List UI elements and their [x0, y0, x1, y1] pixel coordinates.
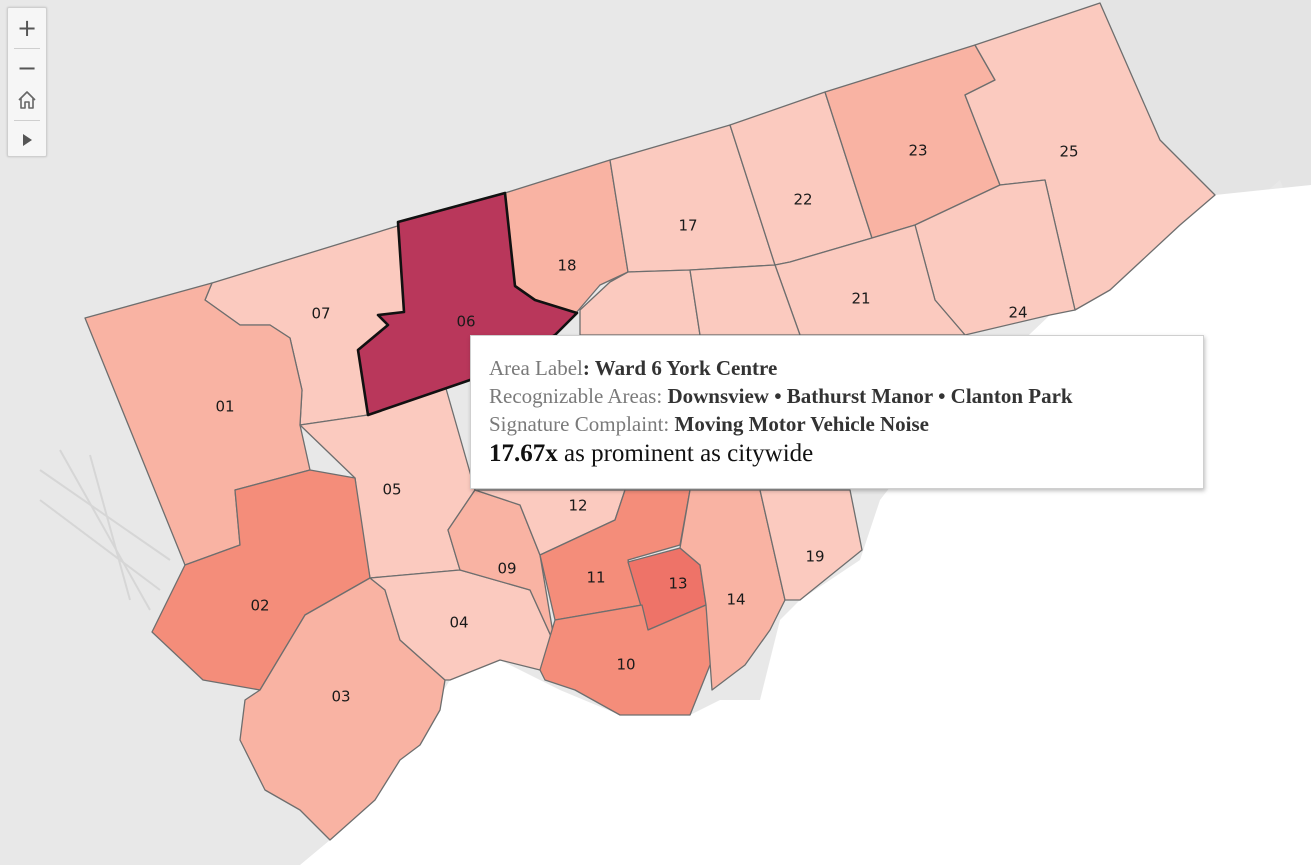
ward-label-23: 23: [908, 142, 927, 160]
ward-label-01: 01: [215, 398, 234, 416]
zoom-out-button[interactable]: −: [16, 54, 38, 82]
ward-label-10: 10: [616, 656, 635, 674]
complaint-value: Moving Motor Vehicle Noise: [674, 412, 930, 436]
ward-label-21: 21: [851, 290, 870, 308]
ward-label-13: 13: [668, 575, 687, 593]
tooltip-ratio: 17.67x as prominent as citywide: [489, 438, 1185, 470]
ward-label-11: 11: [586, 569, 605, 587]
ward-19[interactable]: [759, 489, 863, 601]
ratio-value: 17.67x: [489, 440, 558, 467]
airport-texture: [39, 449, 171, 611]
recognizable-key: Recognizable Areas: [489, 384, 657, 408]
home-icon: [18, 91, 36, 109]
ward-label-05: 05: [382, 481, 401, 499]
recognizable-value: Downsview • Bathurst Manor • Clanton Par…: [667, 384, 1073, 408]
ward-label-19: 19: [805, 548, 824, 566]
play-icon: [23, 134, 32, 146]
ward-label-22: 22: [793, 191, 812, 209]
tooltip-signature-complaint: Signature Complaint: Moving Motor Vehicl…: [489, 412, 930, 436]
ward-label-04: 04: [449, 614, 468, 632]
ward-tooltip: Area Label: Ward 6 York Centre Recogniza…: [470, 335, 1204, 489]
ward-label-17: 17: [678, 217, 697, 235]
divider: [14, 48, 40, 49]
ward-label-06: 06: [456, 313, 475, 331]
ward-label-02: 02: [250, 597, 269, 615]
ward-label-25: 25: [1059, 143, 1078, 161]
tooltip-recognizable-areas: Recognizable Areas: Downsview • Bathurst…: [489, 384, 1073, 408]
ratio-text: as prominent as citywide: [564, 440, 814, 467]
play-button[interactable]: [8, 124, 46, 156]
ward-label-18: 18: [557, 257, 576, 275]
divider: [14, 120, 40, 121]
ward-label-14: 14: [726, 591, 745, 609]
ward-label-12: 12: [568, 497, 587, 515]
complaint-key: Signature Complaint: [489, 412, 664, 436]
area-label-value: Ward 6 York Centre: [594, 356, 778, 380]
ward-10[interactable]: [539, 604, 713, 716]
ward-label-09: 09: [497, 560, 516, 578]
tooltip-area-label: Area Label: Ward 6 York Centre: [489, 356, 778, 380]
zoom-in-button[interactable]: +: [16, 14, 38, 42]
home-button[interactable]: [8, 84, 46, 116]
area-label-key: Area Label: [489, 356, 583, 380]
ward-label-03: 03: [331, 688, 350, 706]
map-controls: + −: [7, 7, 47, 157]
ward-label-07: 07: [311, 305, 330, 323]
ward-label-24: 24: [1008, 304, 1027, 322]
